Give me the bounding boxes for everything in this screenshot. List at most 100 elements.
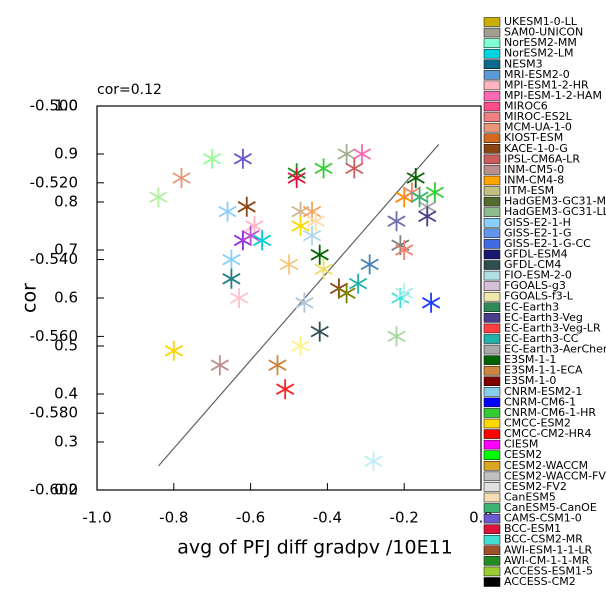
point xyxy=(387,211,406,232)
point xyxy=(410,187,429,208)
legend-swatch xyxy=(483,281,501,291)
legend-swatch xyxy=(483,471,501,482)
legend-label: AWI-CM-1-1-MR xyxy=(504,554,590,567)
point xyxy=(314,259,333,280)
y-tick-label: 0.3 xyxy=(54,433,78,451)
legend-swatch xyxy=(483,313,501,323)
legend-swatch xyxy=(483,249,501,260)
legend-swatch xyxy=(483,545,501,556)
legend-swatch xyxy=(483,186,501,196)
legend-swatch xyxy=(483,492,501,503)
y2-tick-label: -0.540 xyxy=(30,250,78,268)
legend-swatch xyxy=(483,577,501,587)
legend-label: FGOALS-g3 xyxy=(504,279,566,292)
legend-swatch xyxy=(483,154,501,165)
legend-swatch xyxy=(483,144,501,154)
legend-swatch xyxy=(483,566,501,577)
legend-label: CanESM5-CanOE xyxy=(504,501,597,514)
point xyxy=(253,230,272,251)
legend-label: EC-Earth3-AerChem xyxy=(504,343,606,356)
point xyxy=(395,283,414,304)
legend-swatch xyxy=(483,429,501,439)
legend-swatch xyxy=(483,302,501,313)
legend-label: EC-Earth3-Veg-LR xyxy=(504,321,601,334)
legend-swatch xyxy=(483,461,501,471)
legend-label: CESM2-FV2 xyxy=(504,480,567,493)
legend-swatch xyxy=(483,112,501,122)
legend-swatch xyxy=(483,291,501,302)
point xyxy=(203,148,222,169)
point xyxy=(425,182,445,203)
legend-label: CNRM-CM6-1-HR xyxy=(504,406,596,419)
legend-label: MCM-UA-1-0 xyxy=(504,121,572,134)
legend-swatch xyxy=(483,239,501,249)
legend-label: CNRM-CM6-1 xyxy=(504,395,576,408)
point xyxy=(418,206,437,227)
legend-label: BCC-CSM2-MR xyxy=(504,533,583,546)
legend-label: CMCC-CM2-HR4 xyxy=(504,427,592,440)
legend-swatch xyxy=(483,397,501,408)
point xyxy=(279,254,299,275)
legend-swatch xyxy=(483,70,501,80)
legend-label: GFDL-CM4 xyxy=(504,258,561,271)
legend-label: E3SM-1-1-ECA xyxy=(504,364,583,377)
legend-swatch xyxy=(483,513,501,524)
legend-label: HadGEM3-GC31-LL xyxy=(504,205,606,218)
legend-label: INM-CM4-8 xyxy=(504,173,564,186)
point xyxy=(268,355,287,376)
y-tick-label: 1.0 xyxy=(54,97,78,115)
legend-label: MRI-ESM2-0 xyxy=(504,68,570,81)
y-tick-label: 0.8 xyxy=(54,193,78,211)
point xyxy=(210,355,229,376)
legend-swatch xyxy=(483,418,501,429)
legend-swatch xyxy=(483,196,501,207)
legend-label: IPSL-CM6A-LR xyxy=(504,152,580,165)
legend-swatch xyxy=(483,334,501,344)
point xyxy=(337,283,356,304)
legend-swatch xyxy=(483,376,501,386)
legend-swatch xyxy=(483,482,501,492)
legend-label: E3SM-1-1 xyxy=(504,353,556,366)
legend-swatch xyxy=(483,122,501,133)
legend-label: GISS-E2-1-H xyxy=(504,216,571,229)
legend-swatch xyxy=(483,207,501,217)
legend-label: GISS-E2-1-G-CC xyxy=(504,237,591,250)
legend-swatch xyxy=(483,556,501,566)
legend-label: EC-Earth3 xyxy=(504,300,559,313)
legend-swatch xyxy=(483,439,501,450)
point xyxy=(241,225,260,246)
y-tick-label: 0.6 xyxy=(54,289,78,307)
legend-swatch xyxy=(483,101,501,112)
legend-swatch xyxy=(483,323,501,334)
point xyxy=(302,225,322,246)
legend-label: CIESM xyxy=(504,438,538,451)
point xyxy=(345,158,364,179)
legend-swatch xyxy=(483,524,501,534)
legend-swatch xyxy=(483,59,501,70)
legend-label: CESM2-WACCM-FV2 xyxy=(504,469,606,482)
legend-swatch xyxy=(483,80,501,91)
point xyxy=(222,268,241,289)
legend-label: NorESM2-MM xyxy=(504,36,577,49)
point xyxy=(352,144,372,164)
y2-tick-label: -0.560 xyxy=(30,327,78,345)
legend-swatch xyxy=(483,365,501,376)
legend-label: SAM0-UNICON xyxy=(504,26,583,39)
legend-swatch xyxy=(483,38,501,48)
legend-swatch xyxy=(483,344,501,355)
legend-swatch xyxy=(483,387,501,397)
x-tick-label: -0.6 xyxy=(236,509,265,527)
legend-label: UKESM1-0-LL xyxy=(504,15,578,28)
legend-label: E3SM-1-0 xyxy=(504,374,556,387)
point xyxy=(237,196,256,217)
x-tick-label: -0.4 xyxy=(313,509,342,527)
point xyxy=(291,216,310,236)
legend-label: FGOALS-f3-L xyxy=(504,290,574,303)
point xyxy=(229,288,249,308)
legend-label: ACCESS-CM2 xyxy=(504,575,576,588)
point xyxy=(172,168,191,188)
legend-label: IITM-ESM xyxy=(504,184,554,197)
point xyxy=(406,168,425,188)
point xyxy=(360,254,379,275)
legend-swatch xyxy=(483,270,501,281)
